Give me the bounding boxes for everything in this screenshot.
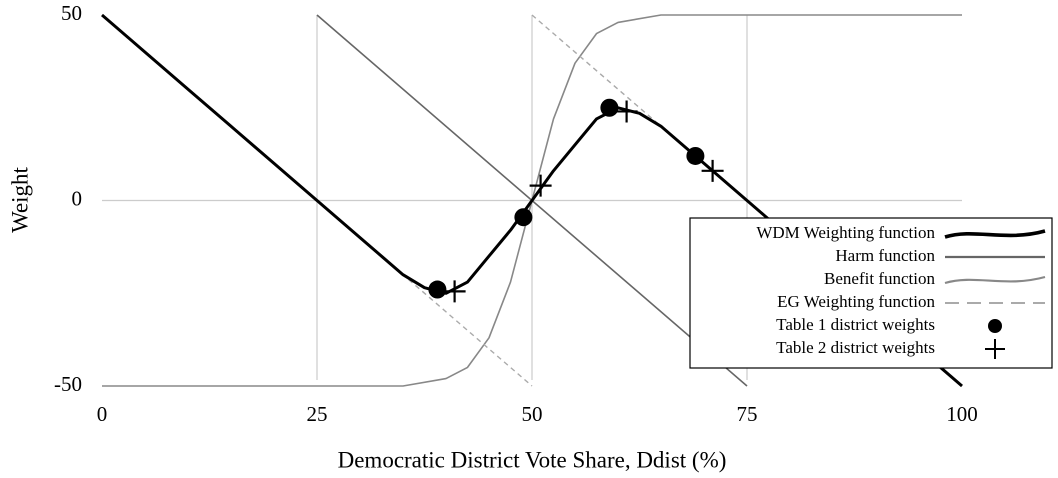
y-axis-label: Weight (7, 166, 32, 232)
x-tick-label: 25 (307, 402, 328, 426)
y-tick-label: 50 (61, 1, 82, 25)
point (615, 100, 638, 123)
legend-label: EG Weighting function (777, 292, 935, 311)
point (600, 98, 619, 117)
legend-box (689, 217, 1053, 369)
legend-swatch (944, 275, 1046, 285)
x-tick-label: 75 (737, 402, 758, 426)
point (686, 146, 705, 165)
legend-label: Harm function (835, 246, 935, 265)
legend-label: WDM Weighting function (756, 223, 935, 242)
legend: WDM Weighting function Harm function Benef… (689, 217, 1053, 369)
legend-marker (988, 319, 1002, 333)
point (428, 280, 447, 299)
legend-label: Table 2 district weights (776, 338, 935, 357)
x-tick-label: 50 (522, 402, 543, 426)
point (529, 174, 552, 197)
point (701, 159, 724, 182)
x-axis-label: Democratic District Vote Share, Ddist (%… (338, 447, 727, 472)
point (514, 208, 533, 227)
legend-marker (985, 339, 1005, 359)
point (443, 280, 466, 303)
legend-label: Table 1 district weights (776, 315, 935, 334)
x-tick-label: 0 (97, 402, 108, 426)
plot-area: 0 25 50 75 100 -50 0 50 (54, 1, 978, 426)
y-tick-label: -50 (54, 372, 82, 396)
y-tick-label: 0 (72, 186, 83, 210)
legend-label: Benefit function (824, 269, 935, 288)
x-tick-label: 100 (946, 402, 978, 426)
line (101, 13, 963, 388)
legend-swatch (944, 229, 1046, 239)
